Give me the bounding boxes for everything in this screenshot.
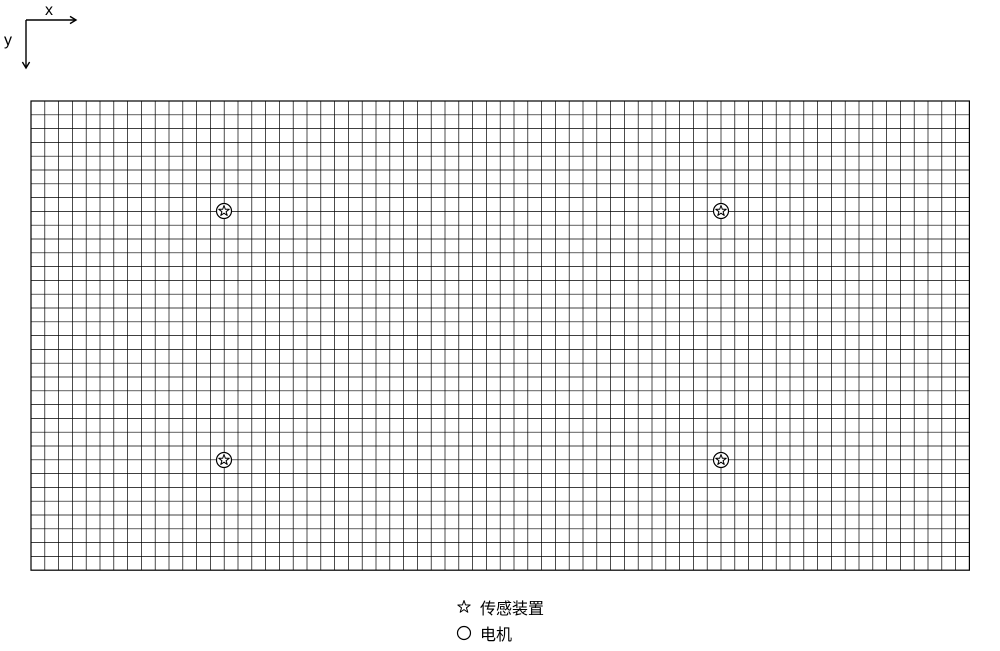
- circle-icon: [456, 625, 472, 641]
- legend-motor-label: 电机: [480, 621, 512, 645]
- legend-motor-row: 电机: [456, 621, 544, 645]
- grid: [30, 100, 970, 571]
- legend-sensor-label: 传感装置: [480, 595, 544, 619]
- legend: 传感装置 电机: [456, 595, 544, 645]
- legend-sensor-row: 传感装置: [456, 595, 544, 619]
- star-icon: [456, 599, 472, 615]
- sensor-motor-marker: [711, 450, 730, 469]
- sensor-motor-marker: [711, 202, 730, 221]
- axis-y-label: y: [4, 32, 12, 50]
- sensor-motor-marker: [214, 450, 233, 469]
- sensor-motor-marker: [214, 202, 233, 221]
- axis-x-label: x: [45, 2, 53, 20]
